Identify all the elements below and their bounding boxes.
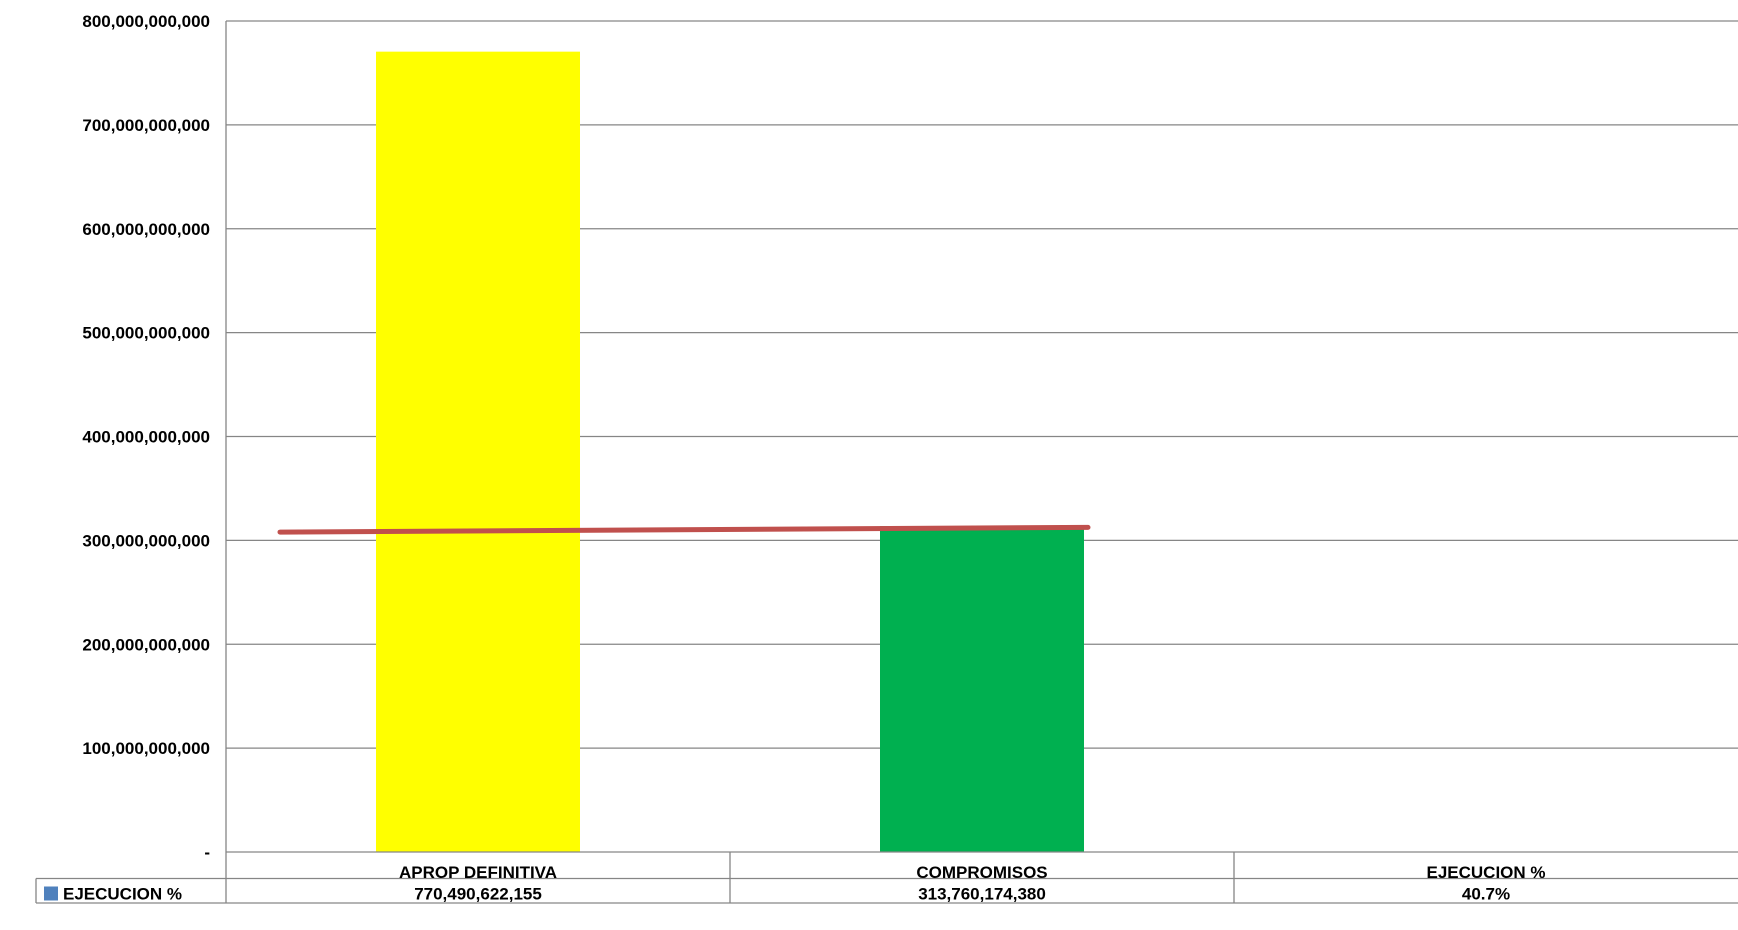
data-label: 313,760,174,380 bbox=[918, 885, 1046, 904]
series-name: EJECUCION % bbox=[63, 885, 182, 904]
y-tick-label: 500,000,000,000 bbox=[82, 324, 210, 343]
bars bbox=[376, 51, 1084, 852]
y-tick-label: - bbox=[204, 843, 210, 862]
bar bbox=[376, 51, 580, 852]
category-label: COMPROMISOS bbox=[916, 863, 1047, 882]
data-label: 770,490,622,155 bbox=[414, 885, 542, 904]
y-tick-label: 700,000,000,000 bbox=[82, 116, 210, 135]
y-tick-label: 200,000,000,000 bbox=[82, 635, 210, 654]
data-table: APROP DEFINITIVA COMPROMISOS EJECUCION % EJ… bbox=[35, 852, 1738, 904]
trend-line-group bbox=[277, 524, 1091, 535]
y-tick-label: 100,000,000,000 bbox=[82, 739, 210, 758]
y-tick-label: 800,000,000,000 bbox=[82, 12, 210, 31]
bar bbox=[880, 526, 1084, 852]
y-axis: - 100,000,000,000 200,000,000,000 300,000,0… bbox=[82, 12, 1738, 903]
legend-key bbox=[44, 886, 58, 901]
y-tick-label: 600,000,000,000 bbox=[82, 220, 210, 239]
data-label: 40.7% bbox=[1462, 885, 1510, 904]
y-tick-label: 300,000,000,000 bbox=[82, 531, 210, 550]
y-tick-label: 400,000,000,000 bbox=[82, 428, 210, 447]
category-label: APROP DEFINITIVA bbox=[399, 863, 557, 882]
trend-line bbox=[277, 524, 1091, 535]
category-label: EJECUCION % bbox=[1426, 863, 1545, 882]
